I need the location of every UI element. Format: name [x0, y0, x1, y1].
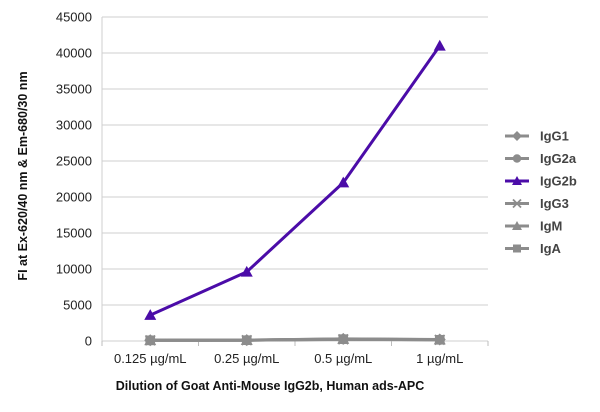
- x-tick-label: 0.125 µg/mL: [114, 351, 187, 366]
- legend-marker: [512, 198, 522, 209]
- y-tick-label: 40000: [56, 46, 92, 61]
- y-axis-title: FI at Ex-620/40 nm & Em-680/30 nm: [16, 71, 30, 280]
- y-axis: 0 5000 10000 15000 20000 25000 30000 35000 40000…: [56, 10, 103, 349]
- legend-label: IgG2a: [540, 151, 577, 166]
- legend-item-igm: IgM: [505, 219, 562, 234]
- x-axis: 0.125 µg/mL 0.25 µg/mL 0.5 µg/mL 1 µg/mL: [101, 341, 489, 366]
- data-point: [338, 334, 349, 344]
- data-point: [144, 309, 157, 320]
- y-tick-label: 35000: [56, 82, 92, 97]
- legend: IgG1 IgG2a IgG2b IgG3 IgM IgA: [505, 129, 577, 256]
- y-tick-label: 30000: [56, 118, 92, 133]
- legend-label: IgG2b: [540, 174, 577, 189]
- legend-marker: [512, 221, 522, 230]
- data-point: [145, 335, 156, 346]
- legend-label: IgG1: [540, 129, 569, 144]
- legend-item-iga: IgA: [505, 241, 562, 256]
- data-point: [434, 334, 445, 345]
- y-tick-label: 15000: [56, 226, 92, 241]
- legend-label: IgG3: [540, 196, 569, 211]
- x-tick-label: 0.5 µg/mL: [314, 351, 372, 366]
- series-igg2b: [144, 39, 446, 320]
- legend-item-igg1: IgG1: [505, 129, 569, 144]
- x-tick-label: 1 µg/mL: [416, 351, 463, 366]
- y-tick-label: 25000: [56, 154, 92, 169]
- y-tick-label: 45000: [56, 10, 92, 25]
- legend-item-igg3: IgG3: [505, 196, 569, 211]
- series-line: [150, 337, 440, 342]
- legend-label: IgA: [540, 241, 562, 256]
- data-point: [337, 176, 350, 188]
- legend-marker: [512, 176, 522, 185]
- gridlines: [102, 16, 488, 342]
- plot-area: [144, 39, 446, 347]
- data-point: [241, 335, 252, 346]
- y-tick-label: 10000: [56, 262, 92, 277]
- y-tick-label: 20000: [56, 190, 92, 205]
- legend-marker: [513, 244, 521, 253]
- y-tick-label: 5000: [63, 298, 92, 313]
- legend-item-igg2b: IgG2b: [505, 174, 577, 189]
- series-iga: [145, 334, 445, 346]
- legend-marker: [512, 154, 522, 163]
- x-axis-title: Dilution of Goat Anti-Mouse IgG2b, Human…: [116, 379, 425, 393]
- x-tick-label: 0.25 µg/mL: [214, 351, 279, 366]
- legend-item-igg2a: IgG2a: [505, 151, 577, 166]
- y-tick-label: 0: [85, 334, 92, 349]
- series-line: [149, 44, 441, 317]
- legend-label: IgM: [540, 219, 562, 234]
- data-point: [433, 39, 446, 51]
- legend-marker: [512, 131, 522, 141]
- data-point: [240, 265, 253, 277]
